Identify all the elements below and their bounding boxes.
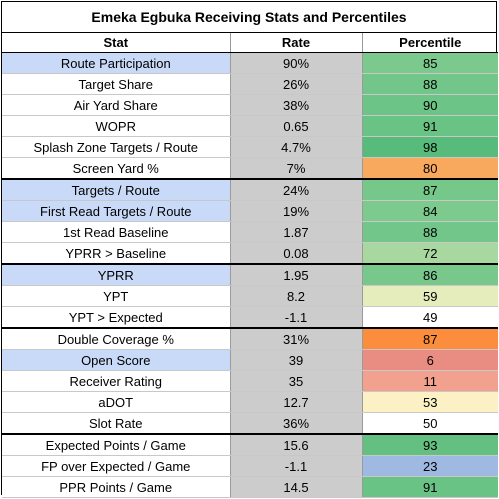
table-row: Expected Points / Game 15.6 93 [2,434,498,456]
stat-name-cell: First Read Targets / Route [2,200,231,222]
header-percentile: Percentile [362,33,498,53]
rate-cell: 26% [230,73,363,95]
rate-cell: 15.6 [230,434,363,456]
percentile-cell: 88 [362,221,498,243]
table-row: 1st Read Baseline 1.87 88 [2,221,498,243]
percentile-cell: 59 [362,285,498,307]
rate-cell: 90% [230,52,363,74]
stat-name-cell: Screen Yard % [2,157,231,180]
stat-name-cell: aDOT [2,391,231,413]
rate-cell: 36% [230,412,363,435]
percentile-cell: 49 [362,306,498,329]
percentile-cell: 90 [362,94,498,116]
percentile-cell: 87 [362,179,498,201]
stat-name-cell: YPRR [2,264,231,286]
percentile-cell: 23 [362,455,498,477]
rate-cell: -1.1 [230,455,363,477]
table-row: aDOT 12.7 53 [2,391,498,413]
percentile-cell: 84 [362,200,498,222]
table-row: PPR Points / Game 14.5 91 [2,476,498,498]
stat-name-cell: YPT > Expected [2,306,231,329]
rate-cell: 35 [230,370,363,392]
percentile-cell: 85 [362,52,498,74]
percentile-cell: 91 [362,115,498,137]
percentile-cell: 87 [362,328,498,350]
header-stat: Stat [2,33,231,53]
table-row: YPRR > Baseline 0.08 72 [2,242,498,265]
rate-cell: 7% [230,157,363,180]
stat-name-cell: PPR Points / Game [2,476,231,498]
rate-cell: 0.08 [230,242,363,265]
rate-cell: 19% [230,200,363,222]
rate-cell: 14.5 [230,476,363,498]
table-row: Screen Yard % 7% 80 [2,157,498,180]
table-row: Splash Zone Targets / Route 4.7% 98 [2,136,498,158]
rate-cell: 24% [230,179,363,201]
stat-name-cell: Open Score [2,349,231,371]
table-row: FP over Expected / Game -1.1 23 [2,455,498,477]
stat-name-cell: Route Participation [2,52,231,74]
rate-cell: 39 [230,349,363,371]
table-row: Targets / Route 24% 87 [2,179,498,201]
stat-name-cell: YPT [2,285,231,307]
table-row: Open Score 39 6 [2,349,498,371]
stat-name-cell: Splash Zone Targets / Route [2,136,231,158]
stat-name-cell: Double Coverage % [2,328,231,350]
table-row: Air Yard Share 38% 90 [2,94,498,116]
rate-cell: 0.65 [230,115,363,137]
table-row: Receiver Rating 35 11 [2,370,498,392]
stat-name-cell: YPRR > Baseline [2,242,231,265]
stat-name-cell: Target Share [2,73,231,95]
percentile-cell: 11 [362,370,498,392]
header-row: Stat Rate Percentile [2,33,498,53]
percentile-cell: 91 [362,476,498,498]
rate-cell: 8.2 [230,285,363,307]
rate-cell: 31% [230,328,363,350]
rate-cell: 12.7 [230,391,363,413]
table-row: Slot Rate 36% 50 [2,412,498,435]
stat-name-cell: Slot Rate [2,412,231,435]
rate-cell: 1.87 [230,221,363,243]
stat-name-cell: Air Yard Share [2,94,231,116]
table-row: WOPR 0.65 91 [2,115,498,137]
stats-rows: Route Participation 90% 85 Target Share 26% 8… [2,52,498,498]
percentile-cell: 86 [362,264,498,286]
rate-cell: -1.1 [230,306,363,329]
header-rate: Rate [230,33,363,53]
rate-cell: 4.7% [230,136,363,158]
stat-name-cell: Receiver Rating [2,370,231,392]
stat-name-cell: WOPR [2,115,231,137]
stats-table: Stat Rate Percentile Route Participation… [2,33,498,498]
percentile-cell: 98 [362,136,498,158]
table-row: Target Share 26% 88 [2,73,498,95]
percentile-cell: 72 [362,242,498,265]
percentile-cell: 50 [362,412,498,435]
rate-cell: 1.95 [230,264,363,286]
stat-name-cell: Expected Points / Game [2,434,231,456]
percentile-cell: 88 [362,73,498,95]
stat-name-cell: Targets / Route [2,179,231,201]
sheet-title: Emeka Egbuka Receiving Stats and Percent… [2,2,496,33]
percentile-cell: 6 [362,349,498,371]
table-row: First Read Targets / Route 19% 84 [2,200,498,222]
percentile-cell: 80 [362,157,498,180]
stat-name-cell: 1st Read Baseline [2,221,231,243]
rate-cell: 38% [230,94,363,116]
table-row: Route Participation 90% 85 [2,52,498,74]
percentile-cell: 93 [362,434,498,456]
percentile-cell: 53 [362,391,498,413]
table-row: YPT 8.2 59 [2,285,498,307]
table-row: YPT > Expected -1.1 49 [2,306,498,329]
table-row: Double Coverage % 31% 87 [2,328,498,350]
stat-name-cell: FP over Expected / Game [2,455,231,477]
table-row: YPRR 1.95 86 [2,264,498,286]
